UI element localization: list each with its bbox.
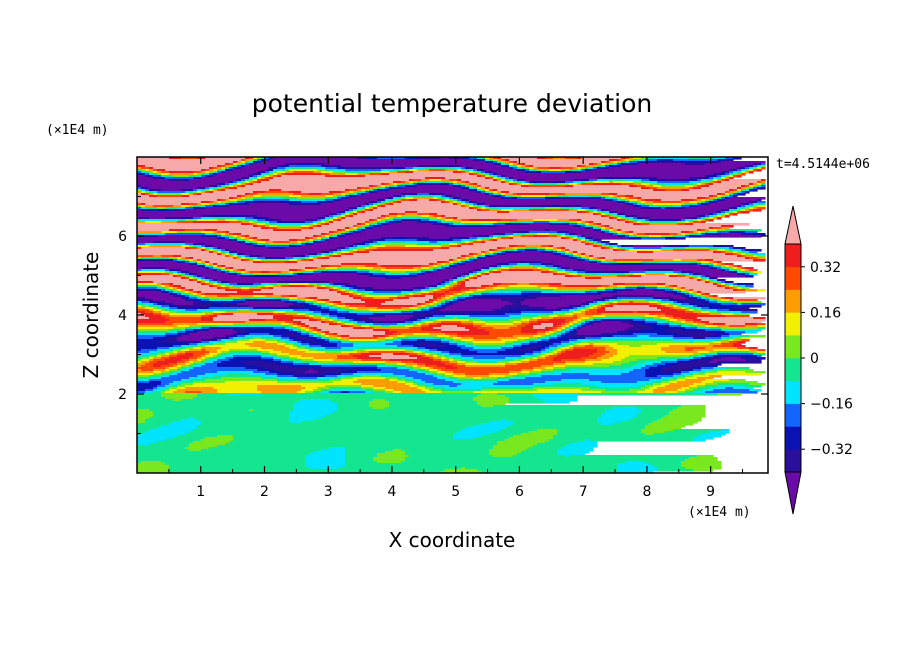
colorbar-box bbox=[785, 312, 801, 336]
x-tick-label: 8 bbox=[642, 484, 651, 500]
colorbar-tick-label: 0 bbox=[810, 351, 819, 367]
y-axis: 2 4 6 bbox=[118, 196, 768, 434]
colorbar-tick-label: −0.32 bbox=[810, 442, 853, 458]
x-tick-label: 5 bbox=[451, 484, 460, 500]
x-unit-label: (×1E4 m) bbox=[688, 505, 751, 520]
colorbar-box bbox=[785, 266, 801, 290]
colorbar-tick-label: 0.32 bbox=[810, 260, 841, 276]
colorbar: −0.32 −0.16 0 0.16 0.32 bbox=[784, 205, 853, 515]
colorbar-box bbox=[785, 426, 801, 450]
colorbar-extend-min bbox=[784, 471, 802, 515]
colorbar-box bbox=[785, 380, 801, 404]
x-tick-label: 7 bbox=[579, 484, 588, 500]
colorbar-box bbox=[785, 358, 801, 382]
time-label: t=4.5144e+06 bbox=[776, 157, 870, 172]
y-tick-label: 2 bbox=[118, 387, 127, 403]
x-tick-label: 4 bbox=[387, 484, 396, 500]
x-axis-title: X coordinate bbox=[389, 528, 516, 552]
contour-field bbox=[137, 157, 766, 473]
x-axis: 1 2 3 4 5 6 7 8 9 bbox=[168, 157, 744, 500]
x-tick-label: 1 bbox=[196, 484, 205, 500]
colorbar-box bbox=[785, 244, 801, 268]
chart-title: potential temperature deviation bbox=[252, 89, 652, 118]
x-tick-label: 9 bbox=[706, 484, 715, 500]
y-unit-label: (×1E4 m) bbox=[46, 123, 109, 138]
y-tick-label: 6 bbox=[118, 229, 127, 245]
x-tick-label: 2 bbox=[260, 484, 269, 500]
colorbar-box bbox=[785, 449, 801, 473]
colorbar-tick-label: 0.16 bbox=[810, 305, 841, 321]
colorbar-box bbox=[785, 289, 801, 313]
x-tick-label: 3 bbox=[324, 484, 333, 500]
y-axis-title: Z coordinate bbox=[79, 252, 103, 379]
colorbar-extend-max bbox=[784, 205, 802, 245]
x-tick-label: 6 bbox=[515, 484, 524, 500]
y-tick-label: 4 bbox=[118, 308, 127, 324]
colorbar-box bbox=[785, 335, 801, 359]
colorbar-box bbox=[785, 403, 801, 427]
colorbar-tick-label: −0.16 bbox=[810, 397, 853, 413]
